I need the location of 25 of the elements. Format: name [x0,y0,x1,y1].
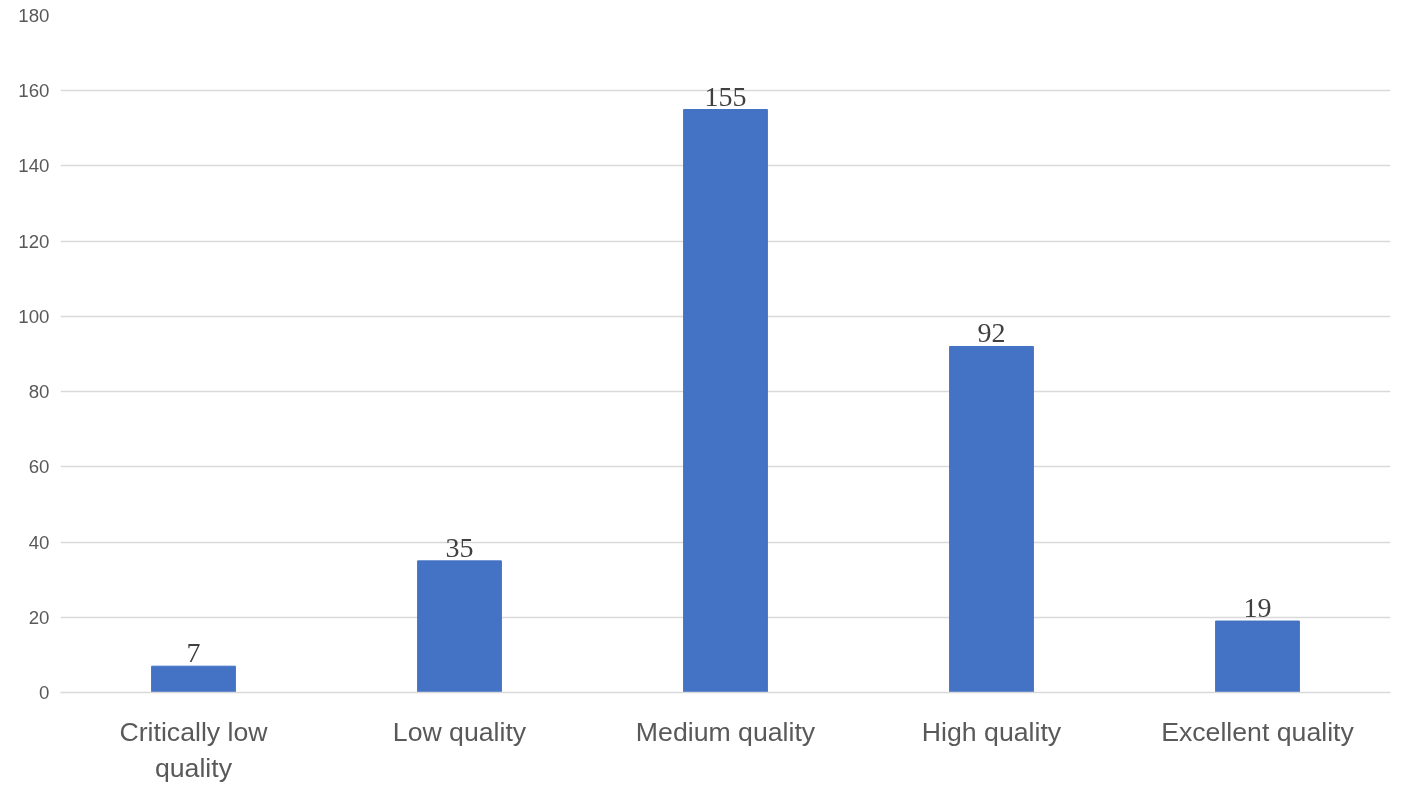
bar [417,560,502,693]
y-tick-label: 20 [28,606,50,628]
data-label: 92 [977,317,1006,349]
data-label: 7 [186,637,201,669]
y-tick-label: 160 [18,80,50,102]
x-tick-label: High quality [921,716,1062,747]
y-tick-label: 100 [18,305,50,327]
bar [151,665,236,693]
x-tick-label: Medium quality [635,716,816,747]
y-tick-label: 60 [28,456,50,478]
x-tick-label: Excellent quality [1161,716,1355,747]
bar [949,345,1034,693]
data-label: 155 [704,80,747,112]
bar [683,109,768,693]
y-tick-label: 40 [28,531,50,553]
x-tick-label: Critically low quality [119,716,269,783]
y-tick-label: 120 [18,230,50,252]
y-tick-label: 0 [39,682,50,703]
y-tick-label: 140 [18,155,50,177]
data-label: 35 [445,531,474,563]
x-tick-label: Low quality [392,716,527,747]
bar [1215,620,1300,693]
y-tick-label: 180 [18,5,50,26]
data-label: 19 [1243,592,1272,624]
y-tick-label: 80 [28,381,50,403]
